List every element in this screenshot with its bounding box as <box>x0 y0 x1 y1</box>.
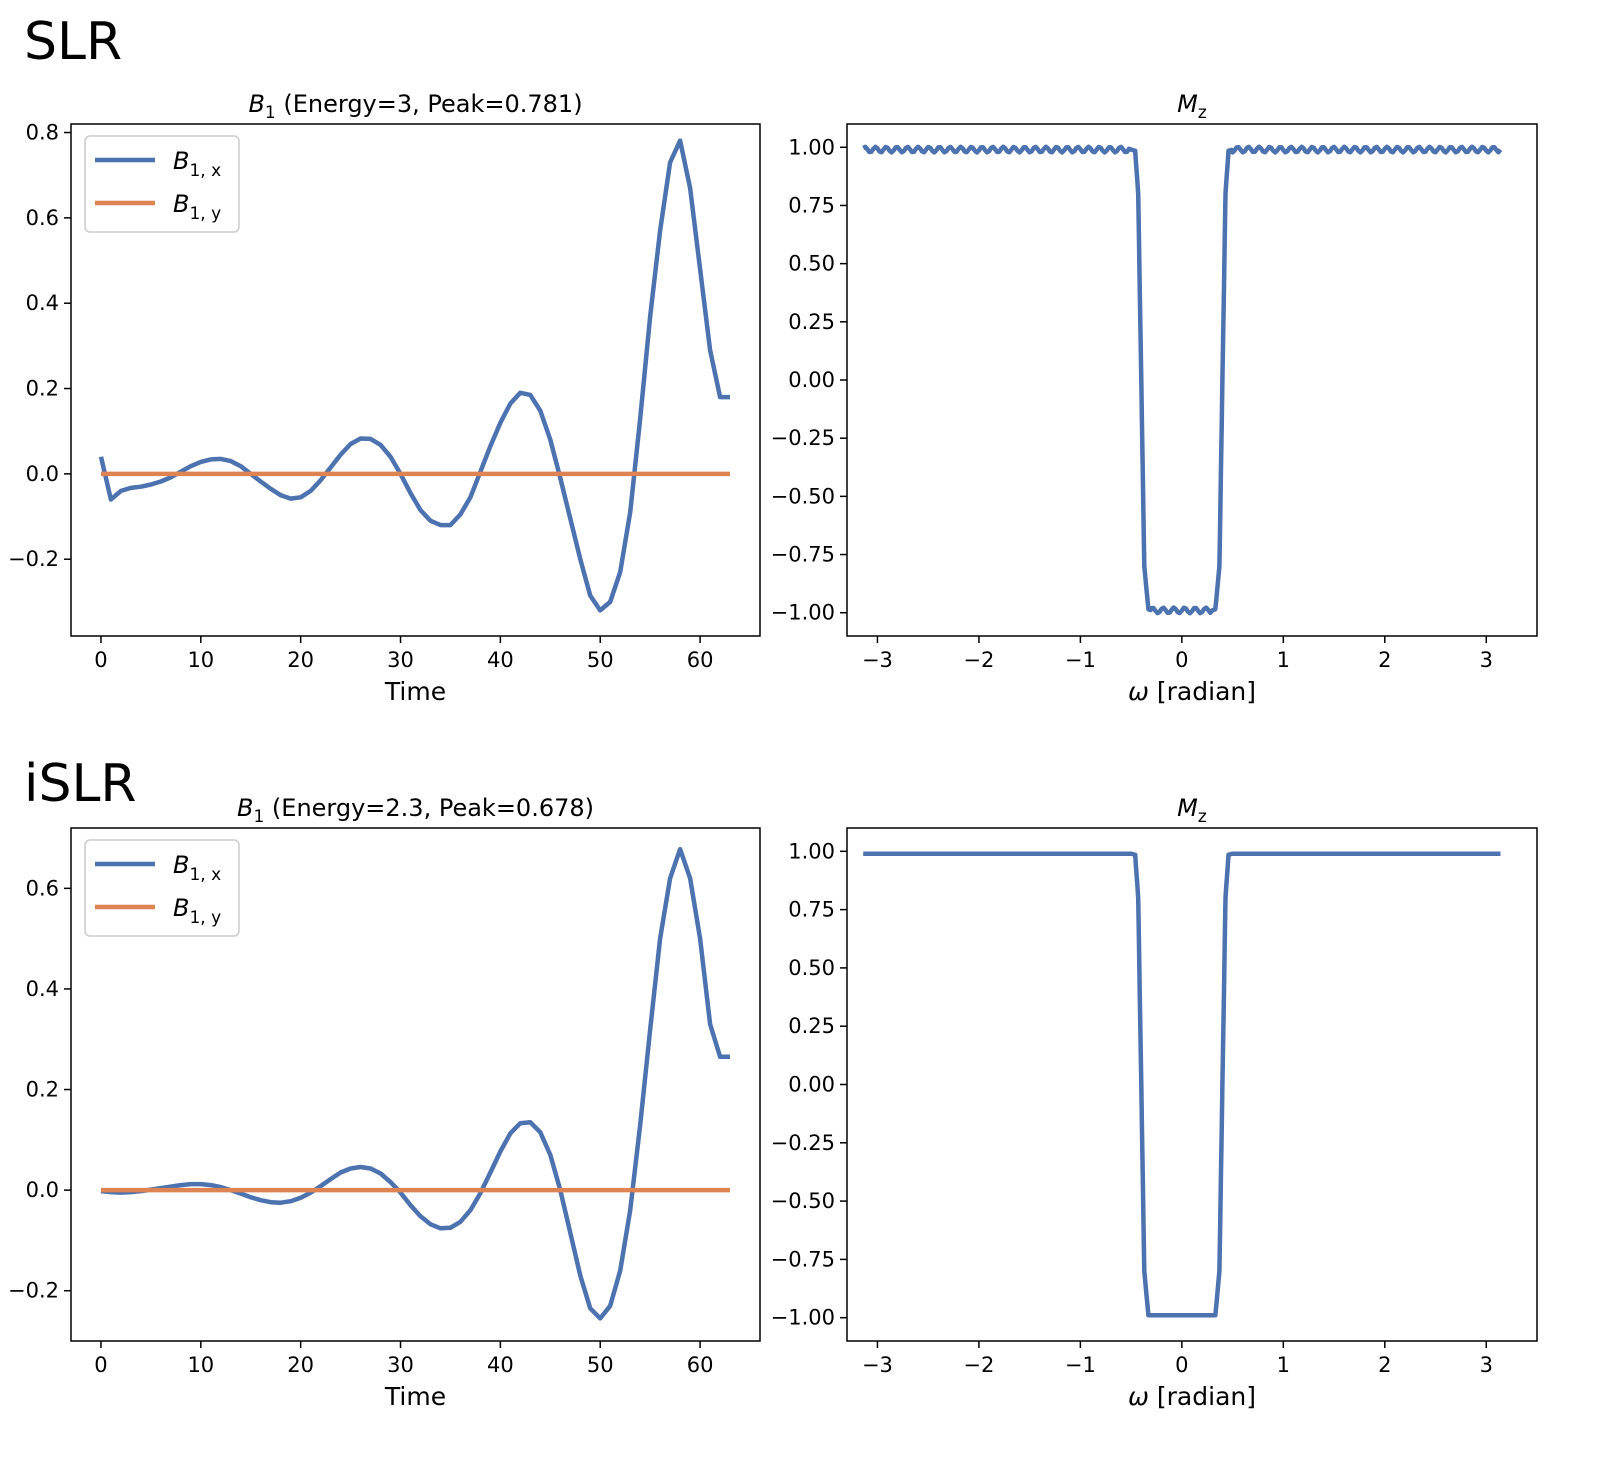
y-tick-label: 0.50 <box>788 956 835 980</box>
y-tick-label: 0.4 <box>26 291 59 315</box>
x-tick-label: 1 <box>1277 648 1290 672</box>
x-tick-label: −3 <box>862 1353 893 1377</box>
x-tick-label: 3 <box>1480 648 1493 672</box>
x-tick-label: −2 <box>963 1353 994 1377</box>
series-line-mz <box>863 851 1501 1318</box>
series-line-b1x <box>100 846 730 1321</box>
x-tick-label: 40 <box>487 1353 514 1377</box>
legend: B1, x B1, y <box>84 839 240 937</box>
chart-islr-b1: B1 (Energy=2.3, Peak=0.678) 0 10 20 30 40 50 60… <box>8 794 761 1411</box>
x-tick-label: −3 <box>862 648 893 672</box>
y-tick-label: 0.2 <box>26 377 59 401</box>
x-axis-label: Time <box>384 1382 446 1411</box>
y-tick-label: 0.75 <box>788 193 835 217</box>
series-line-mz <box>862 144 1503 616</box>
x-tick-label: 3 <box>1480 1353 1493 1377</box>
x-tick-label: 1 <box>1277 1353 1290 1377</box>
y-tick-label: 0.00 <box>788 368 835 392</box>
chart-title: Mz <box>1177 90 1207 123</box>
y-tick-label: 0.4 <box>26 977 59 1001</box>
y-tick-label: 0.25 <box>788 1014 835 1038</box>
y-tick-label: 0.0 <box>26 462 59 486</box>
chart-title: B1 (Energy=2.3, Peak=0.678) <box>237 794 594 827</box>
y-tick-label: −0.25 <box>771 426 835 450</box>
x-tick-label: 30 <box>387 648 414 672</box>
axes-frame <box>846 123 1538 637</box>
x-tick-label: 40 <box>487 648 514 672</box>
x-tick-label: 10 <box>187 648 214 672</box>
y-tick-label: −0.25 <box>771 1131 835 1155</box>
chart-title: Mz <box>1177 794 1207 827</box>
y-tick-label: 0.8 <box>26 121 59 145</box>
axes-frame <box>70 827 761 1342</box>
y-tick-label: 1.00 <box>788 839 835 863</box>
x-axis-label: Time <box>384 677 446 706</box>
legend-label: B1, x <box>173 851 221 885</box>
x-axis-label: ω [radian] <box>1128 1382 1256 1411</box>
y-tick-label: 0.2 <box>26 1078 59 1102</box>
y-tick-label: −1.00 <box>771 601 835 625</box>
legend-label: B1, y <box>173 190 221 224</box>
legend-label: B1, x <box>173 147 221 181</box>
x-tick-label: −2 <box>963 648 994 672</box>
x-tick-label: 2 <box>1378 648 1391 672</box>
y-tick-label: 0.75 <box>788 898 835 922</box>
chart-title: B1 (Energy=3, Peak=0.781) <box>248 90 582 123</box>
series-line-b1x <box>98 138 730 613</box>
y-tick-label: −0.2 <box>8 1279 59 1303</box>
x-tick-label: 60 <box>687 648 714 672</box>
y-tick-label: 0.6 <box>26 876 59 900</box>
x-tick-label: −1 <box>1065 648 1096 672</box>
section-title-slr: SLR <box>24 12 123 72</box>
y-tick-label: −0.50 <box>771 1189 835 1213</box>
section-title-islr: iSLR <box>24 754 137 814</box>
legend: B1, x B1, y <box>84 135 240 233</box>
y-tick-label: −1.00 <box>771 1306 835 1330</box>
y-tick-label: 0.00 <box>788 1073 835 1097</box>
y-tick-label: −0.50 <box>771 484 835 508</box>
axes-frame <box>70 123 761 637</box>
y-tick-label: 0.50 <box>788 252 835 276</box>
x-tick-label: −1 <box>1065 1353 1096 1377</box>
x-tick-label: 50 <box>587 648 614 672</box>
y-tick-label: −0.75 <box>771 1247 835 1271</box>
chart-islr-mz: Mz −3 −2 −1 0 1 2 3 −1.00 −0.75 −0.50 −0.25 0.00 0.25… <box>771 794 1538 1411</box>
x-tick-label: 0 <box>1175 1353 1188 1377</box>
x-tick-label: 50 <box>587 1353 614 1377</box>
x-axis-label: ω [radian] <box>1128 677 1256 706</box>
x-tick-label: 2 <box>1378 1353 1391 1377</box>
x-tick-label: 30 <box>387 1353 414 1377</box>
x-tick-label: 60 <box>687 1353 714 1377</box>
y-tick-label: 0.25 <box>788 310 835 334</box>
chart-slr-mz: Mz −3 −2 −1 0 1 2 3 −1.00 −0.75 −0.50 −0.25 0.00 0.25… <box>771 90 1538 706</box>
x-tick-label: 20 <box>287 648 314 672</box>
y-tick-label: −0.75 <box>771 543 835 567</box>
x-tick-label: 10 <box>187 1353 214 1377</box>
x-tick-label: 0 <box>1175 648 1188 672</box>
y-tick-label: 0.0 <box>26 1178 59 1202</box>
x-tick-label: 20 <box>287 1353 314 1377</box>
legend-label: B1, y <box>173 894 221 928</box>
y-tick-label: 0.6 <box>26 206 59 230</box>
y-tick-label: 1.00 <box>788 135 835 159</box>
y-tick-label: −0.2 <box>8 547 59 571</box>
x-tick-label: 0 <box>94 648 107 672</box>
x-tick-label: 0 <box>94 1353 107 1377</box>
axes-frame <box>846 827 1538 1342</box>
chart-slr-b1: B1 (Energy=3, Peak=0.781) 0 10 20 30 40 50 60 −0… <box>8 90 761 706</box>
